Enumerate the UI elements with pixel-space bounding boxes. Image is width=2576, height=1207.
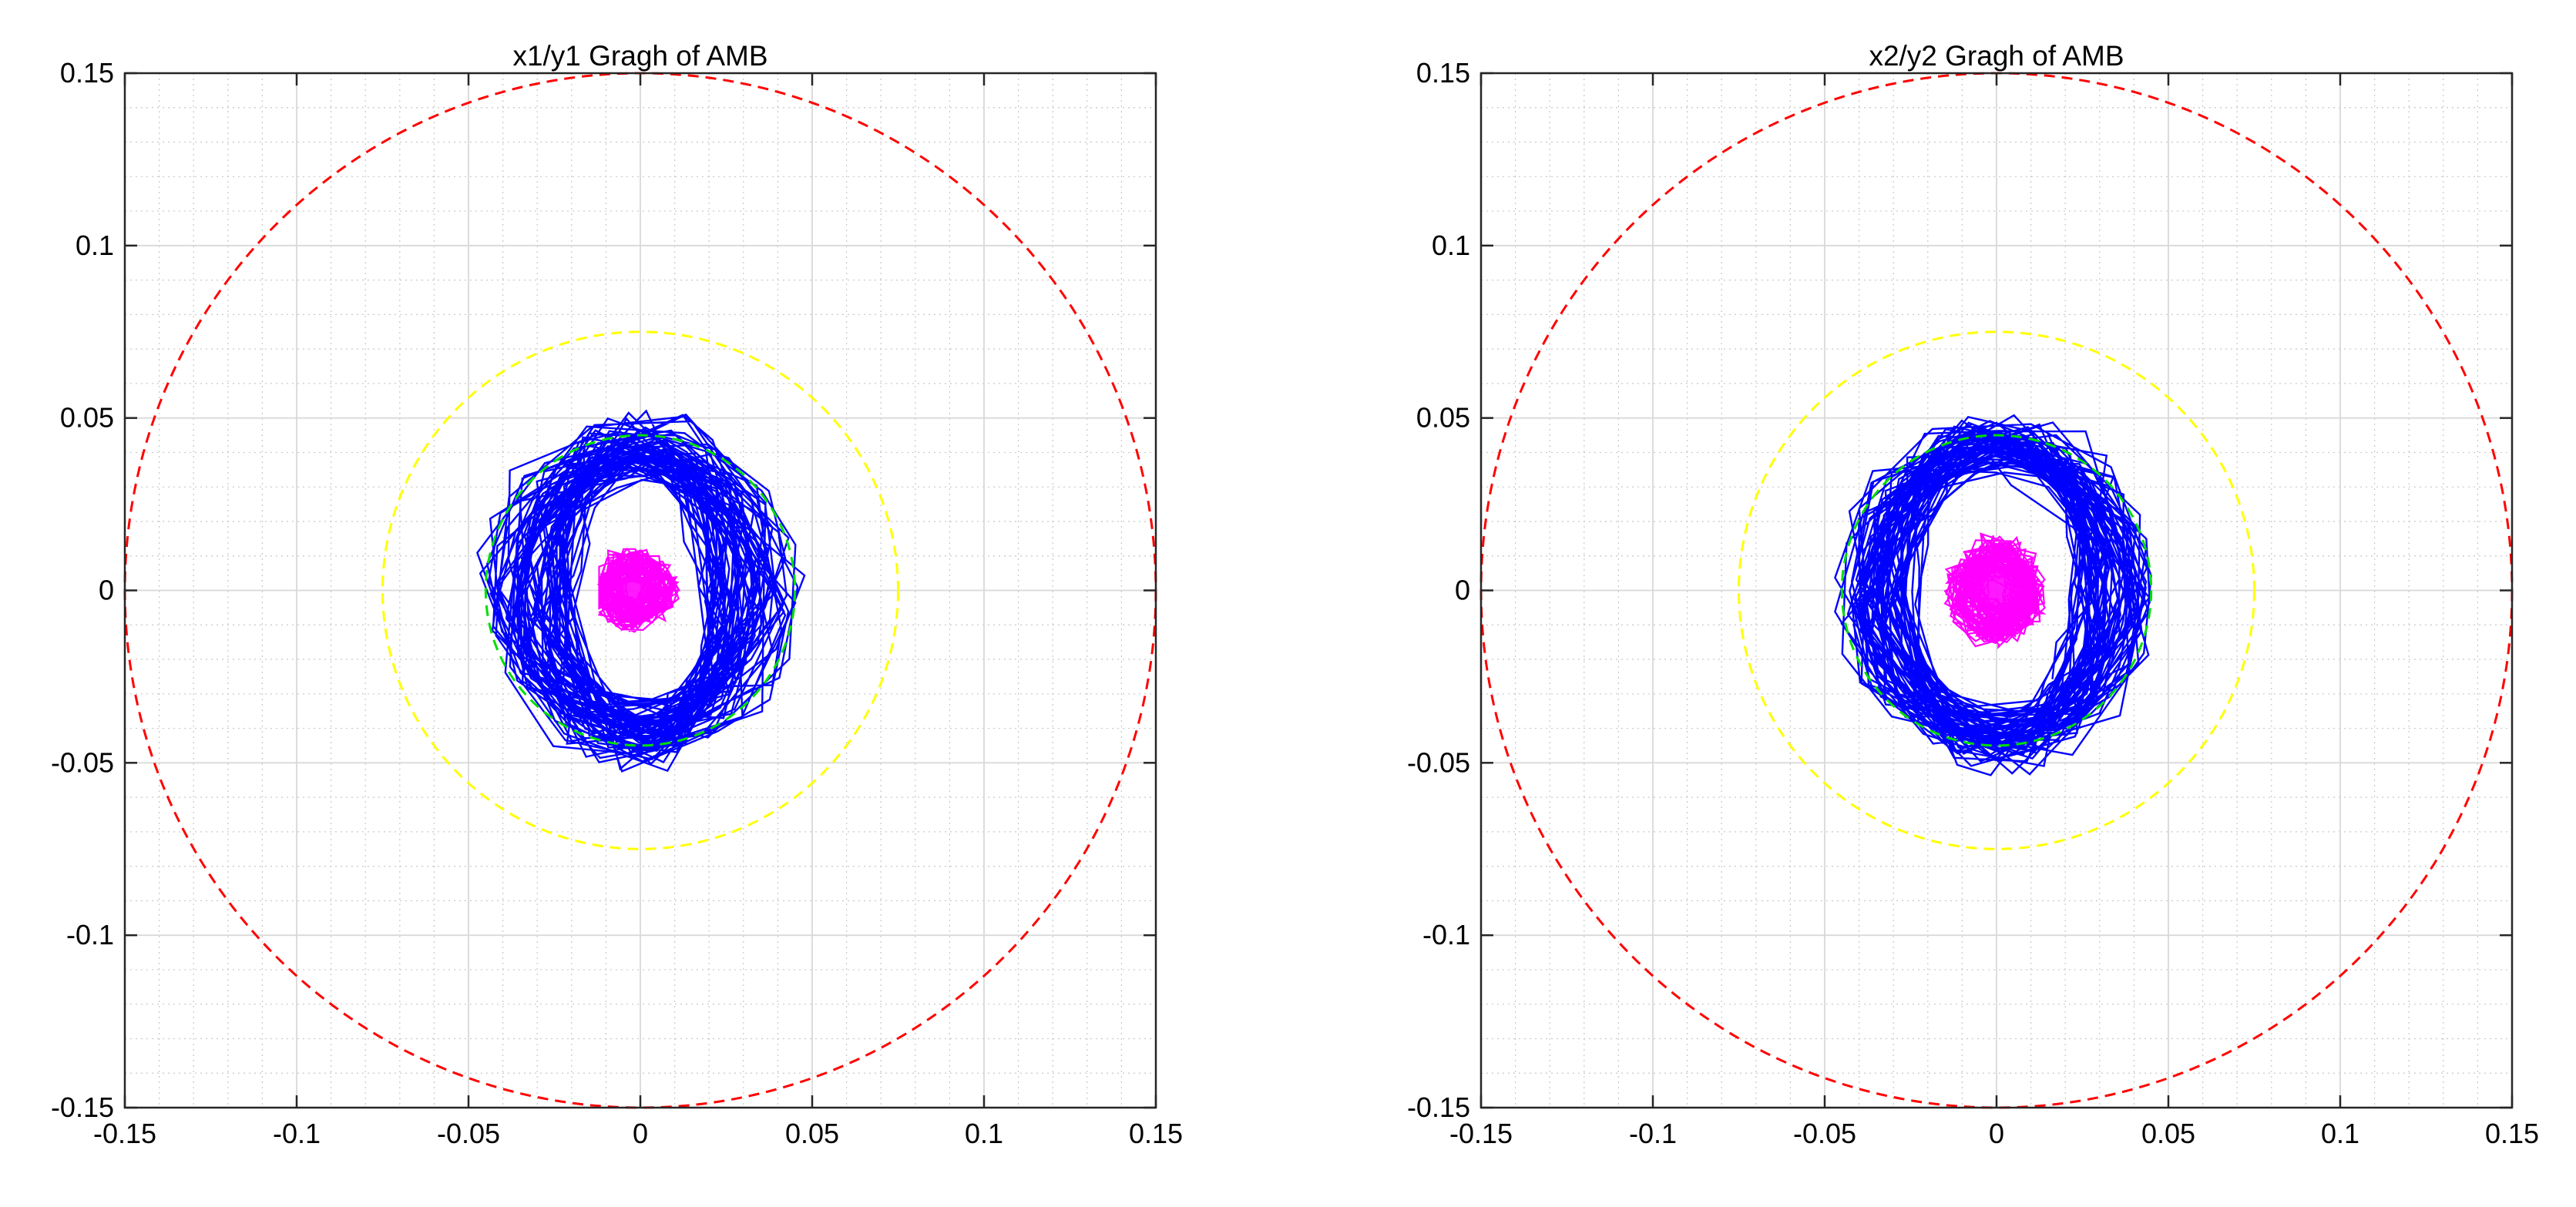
circle-warning-limit bbox=[1738, 330, 2255, 850]
y-tick-label: 0.15 bbox=[60, 57, 114, 89]
x-tick-label: -0.05 bbox=[437, 1118, 500, 1149]
plot-x2-y2: -0.15 -0.1 -0.05 0 0.05 0.1 0.15 -0.15 -0.1 -0.0… bbox=[1407, 40, 2539, 1149]
x-tick-label: 0.15 bbox=[2485, 1118, 2539, 1149]
x-tick-label: -0.1 bbox=[273, 1118, 321, 1149]
data-series bbox=[476, 409, 806, 773]
x-tick-label: 0.1 bbox=[2321, 1118, 2359, 1149]
y-tick-label: -0.15 bbox=[1407, 1091, 1470, 1123]
y-tick-label: -0.05 bbox=[1407, 746, 1470, 778]
y-tick-label: 0.1 bbox=[76, 230, 114, 261]
y-tick-label: 0 bbox=[1455, 575, 1470, 606]
x-tick-label: 0.05 bbox=[2141, 1118, 2195, 1149]
x-tick-label: -0.15 bbox=[1449, 1118, 1513, 1149]
x-tick-label: 0 bbox=[633, 1118, 648, 1149]
y-tick-label: 0 bbox=[99, 575, 114, 606]
y-tick-labels: -0.15 -0.1 -0.05 0 0.05 0.1 0.15 bbox=[51, 57, 114, 1123]
series-core-fill bbox=[1973, 566, 2020, 615]
y-tick-label: 0.05 bbox=[1416, 402, 1470, 434]
series-core-fill bbox=[617, 574, 650, 607]
x-tick-label: -0.05 bbox=[1793, 1118, 1856, 1149]
chart-title: x2/y2 Gragh of AMB bbox=[1869, 40, 2124, 72]
data-series bbox=[1834, 414, 2152, 776]
y-tick-label: -0.05 bbox=[51, 746, 114, 778]
chart-title: x1/y1 Gragh of AMB bbox=[512, 40, 767, 72]
y-tick-label: -0.1 bbox=[66, 919, 114, 951]
circle-reference bbox=[484, 434, 797, 747]
y-tick-label: -0.1 bbox=[1422, 919, 1470, 951]
y-tick-label: 0.15 bbox=[1416, 57, 1470, 89]
x-tick-label: -0.15 bbox=[93, 1118, 156, 1149]
series-orbit bbox=[476, 409, 806, 773]
x-tick-label: 0.15 bbox=[1129, 1118, 1183, 1149]
tick-marks bbox=[123, 72, 1157, 1109]
x-tick-label: 0.1 bbox=[965, 1118, 1003, 1149]
circle-reference bbox=[1840, 434, 2153, 747]
y-tick-label: 0.1 bbox=[1432, 230, 1470, 261]
x-tick-label: -0.1 bbox=[1629, 1118, 1677, 1149]
plot-x1-y1: -0.15 -0.1 -0.05 0 0.05 0.1 0.15 -0.15 -0.1 -0.0… bbox=[51, 40, 1183, 1149]
y-tick-label: 0.05 bbox=[60, 402, 114, 434]
circle-warning-limit bbox=[381, 330, 899, 850]
x-tick-label: 0.05 bbox=[785, 1118, 839, 1149]
x-tick-labels: -0.15 -0.1 -0.05 0 0.05 0.1 0.15 bbox=[1449, 1118, 2539, 1149]
tick-marks bbox=[1479, 72, 2514, 1109]
x-tick-label: 0 bbox=[1989, 1118, 2004, 1149]
series-orbit bbox=[1834, 414, 2152, 776]
y-tick-labels: -0.15 -0.1 -0.05 0 0.05 0.1 0.15 bbox=[1407, 57, 1470, 1123]
y-tick-label: -0.15 bbox=[51, 1091, 114, 1123]
x-tick-labels: -0.15 -0.1 -0.05 0 0.05 0.1 0.15 bbox=[93, 1118, 1183, 1149]
series-core bbox=[596, 548, 681, 633]
